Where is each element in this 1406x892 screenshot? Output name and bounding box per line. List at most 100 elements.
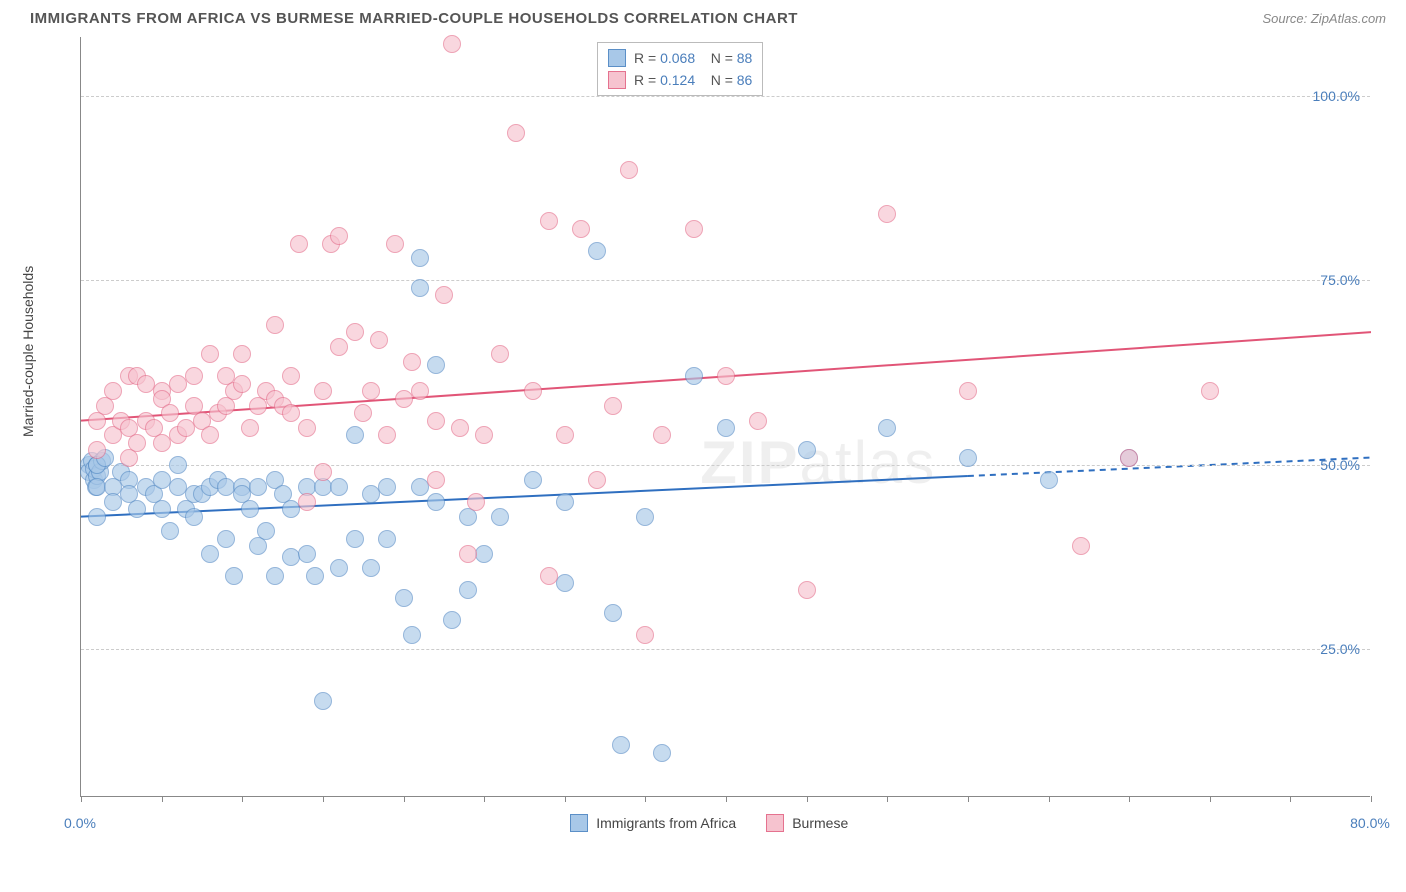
scatter-point (306, 567, 324, 585)
scatter-point (878, 205, 896, 223)
x-tick (1371, 796, 1372, 802)
x-tick (323, 796, 324, 802)
scatter-point (1072, 537, 1090, 555)
scatter-point (185, 367, 203, 385)
scatter-point (636, 626, 654, 644)
scatter-point (298, 545, 316, 563)
scatter-point (507, 124, 525, 142)
x-tick (1129, 796, 1130, 802)
legend-stat-text: R = 0.124 N = 86 (634, 72, 752, 88)
scatter-point (556, 493, 574, 511)
x-tick (1210, 796, 1211, 802)
scatter-point (233, 345, 251, 363)
scatter-point (378, 426, 396, 444)
scatter-point (427, 493, 445, 511)
scatter-point (717, 367, 735, 385)
scatter-point (330, 559, 348, 577)
scatter-point (201, 345, 219, 363)
x-tick (887, 796, 888, 802)
legend-label: Burmese (792, 815, 848, 831)
scatter-point (185, 508, 203, 526)
scatter-point (161, 522, 179, 540)
x-tick (404, 796, 405, 802)
scatter-point (386, 235, 404, 253)
scatter-point (636, 508, 654, 526)
scatter-point (362, 559, 380, 577)
x-tick (1049, 796, 1050, 802)
scatter-point (88, 508, 106, 526)
scatter-point (1120, 449, 1138, 467)
scatter-point (370, 331, 388, 349)
scatter-point (475, 545, 493, 563)
x-tick (162, 796, 163, 802)
y-tick-label: 25.0% (1320, 641, 1360, 657)
scatter-point (459, 545, 477, 563)
scatter-point (241, 419, 259, 437)
scatter-point (878, 419, 896, 437)
scatter-point (612, 736, 630, 754)
legend-item: Burmese (766, 814, 848, 832)
gridline-h (81, 649, 1370, 650)
scatter-point (201, 426, 219, 444)
scatter-point (1201, 382, 1219, 400)
scatter-point (467, 493, 485, 511)
scatter-point (491, 508, 509, 526)
x-tick (645, 796, 646, 802)
x-tick (968, 796, 969, 802)
scatter-point (378, 530, 396, 548)
scatter-point (88, 441, 106, 459)
scatter-point (128, 500, 146, 518)
scatter-point (330, 338, 348, 356)
scatter-point (540, 212, 558, 230)
scatter-point (959, 382, 977, 400)
scatter-plot: ZIPatlas 25.0%50.0%75.0%100.0%R = 0.068 … (80, 37, 1370, 797)
trend-lines (81, 37, 1371, 797)
scatter-point (427, 412, 445, 430)
scatter-point (290, 235, 308, 253)
scatter-point (314, 382, 332, 400)
scatter-point (282, 404, 300, 422)
legend-swatch (766, 814, 784, 832)
scatter-point (330, 478, 348, 496)
legend-bottom: Immigrants from AfricaBurmese (570, 814, 848, 832)
watermark-b: atlas (800, 429, 937, 496)
scatter-point (427, 356, 445, 374)
x-tick-label: 80.0% (1350, 815, 1390, 831)
scatter-point (588, 242, 606, 260)
scatter-point (540, 567, 558, 585)
x-tick (242, 796, 243, 802)
scatter-point (653, 744, 671, 762)
scatter-point (717, 419, 735, 437)
chart-header: IMMIGRANTS FROM AFRICA VS BURMESE MARRIE… (0, 0, 1406, 37)
scatter-point (959, 449, 977, 467)
scatter-point (427, 471, 445, 489)
scatter-point (266, 567, 284, 585)
scatter-point (411, 382, 429, 400)
scatter-point (225, 567, 243, 585)
scatter-point (330, 227, 348, 245)
scatter-point (443, 35, 461, 53)
scatter-point (475, 426, 493, 444)
scatter-point (153, 500, 171, 518)
scatter-point (653, 426, 671, 444)
scatter-point (128, 434, 146, 452)
scatter-point (491, 345, 509, 363)
x-tick-label: 0.0% (64, 815, 96, 831)
y-tick-label: 50.0% (1320, 457, 1360, 473)
scatter-point (257, 522, 275, 540)
scatter-point (298, 419, 316, 437)
scatter-point (685, 367, 703, 385)
scatter-point (556, 574, 574, 592)
scatter-point (104, 382, 122, 400)
scatter-point (403, 626, 421, 644)
scatter-point (346, 530, 364, 548)
scatter-point (233, 375, 251, 393)
chart-title: IMMIGRANTS FROM AFRICA VS BURMESE MARRIE… (30, 10, 798, 27)
scatter-point (411, 249, 429, 267)
scatter-point (798, 441, 816, 459)
scatter-point (411, 279, 429, 297)
chart-source: Source: ZipAtlas.com (1262, 11, 1386, 26)
scatter-point (459, 581, 477, 599)
legend-swatch (608, 49, 626, 67)
legend-swatch (570, 814, 588, 832)
